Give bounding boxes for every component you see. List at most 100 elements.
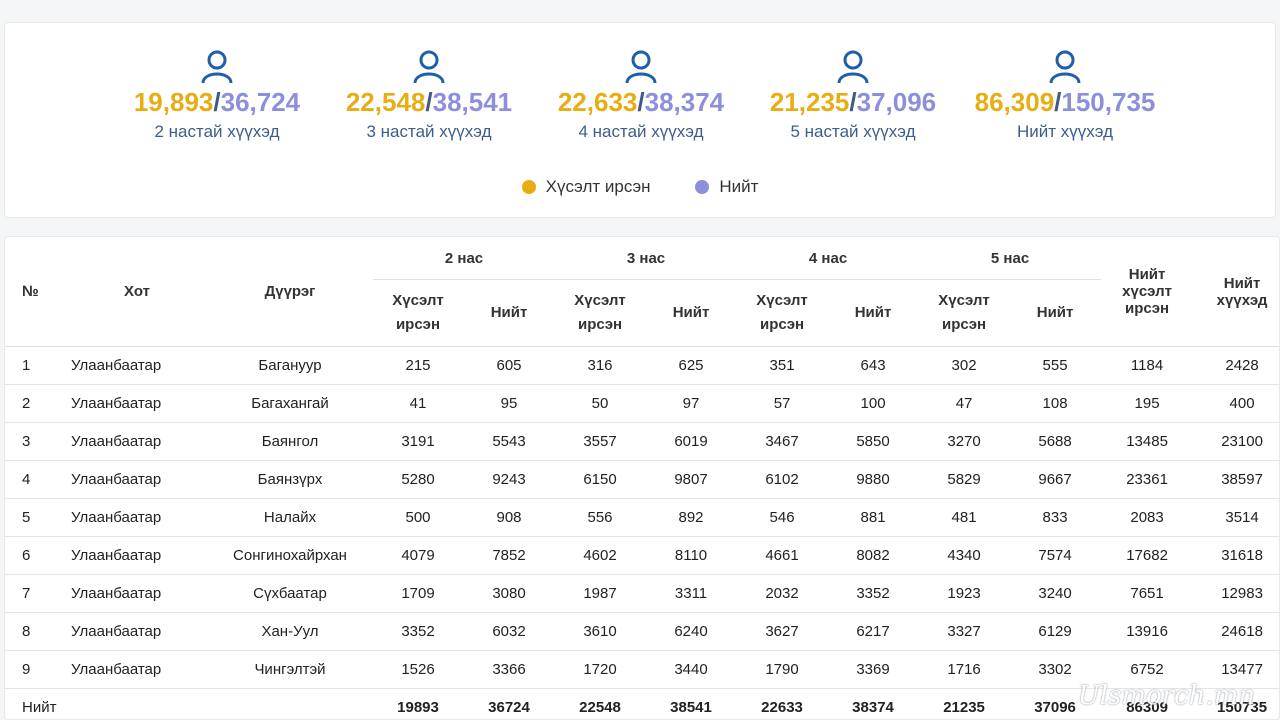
table-cell: Улаанбаатар [67, 536, 207, 575]
stat-requested: 86,309 [974, 87, 1055, 117]
footer-cell: 38541 [670, 699, 712, 716]
table-cell: 13485 [1101, 422, 1194, 461]
table-cell: Улаанбаатар [67, 422, 207, 461]
table-cell: 556 [555, 498, 646, 537]
legend-label: Хүсэлт ирсэн [545, 177, 651, 196]
table-cell: 3302 [1009, 650, 1102, 689]
legend-label: Нийт [719, 177, 759, 196]
table-cell: 2428 [1193, 346, 1279, 385]
stat-label: 4 настай хүүхэд [578, 122, 704, 141]
table-cell: 41 [373, 384, 463, 423]
header-total: Нийт [827, 279, 920, 347]
table-cell: 400 [1193, 384, 1279, 423]
header-district: Дүүрэг [207, 237, 373, 347]
table-cell: 23100 [1193, 422, 1279, 461]
table-cell: 108 [1009, 384, 1102, 423]
table-cell: 4340 [919, 536, 1010, 575]
table-cell: 8082 [827, 536, 920, 575]
table-cell: 1720 [555, 650, 646, 689]
table-cell: 6032 [463, 612, 556, 651]
table-cell: Багануур [207, 346, 373, 385]
table-cell: 3627 [737, 612, 828, 651]
user-icon [413, 50, 445, 84]
table-cell: 316 [555, 346, 646, 385]
table-cell: 3327 [919, 612, 1010, 651]
table-cell: 9807 [645, 460, 738, 499]
stat-label: 3 настай хүүхэд [366, 122, 492, 141]
table-cell: 3080 [463, 574, 556, 613]
table-cell: 5829 [919, 460, 1010, 499]
table-cell: 17682 [1101, 536, 1194, 575]
table-body: 1 Улаанбаатар Багануур 215 605 316 625 351 643 30… [5, 346, 1279, 689]
table-cell: 4079 [373, 536, 463, 575]
stat-total: 150,735 [1061, 87, 1156, 117]
table-cell: 6217 [827, 612, 920, 651]
legend-item-total[interactable]: Нийт [695, 177, 758, 197]
stat-numbers: 22,548/38,541 [319, 87, 539, 118]
header-total-children: Нийт хүүхэд [1193, 237, 1279, 347]
table-cell: 7 [5, 574, 67, 613]
table-cell: Багахангай [207, 384, 373, 423]
table-cell: 3352 [373, 612, 463, 651]
watermark: Ulsmorch.mn [1077, 681, 1255, 711]
table-cell: 3610 [555, 612, 646, 651]
table-cell: 9243 [463, 460, 556, 499]
table-cell: Налайх [207, 498, 373, 537]
district-table: № Хот Дүүрэг 2 нас 3 нас 4 нас 5 нас Ний… [5, 237, 1279, 719]
table-cell: Улаанбаатар [67, 574, 207, 613]
table-cell: Улаанбаатар [67, 384, 207, 423]
table-cell: 833 [1009, 498, 1102, 537]
footer-cell: 37096 [1034, 699, 1076, 716]
table-cell: Сонгинохайрхан [207, 536, 373, 575]
table-cell: 95 [463, 384, 556, 423]
footer-cell: 36724 [488, 699, 530, 716]
header-requested: Хүсэлт ирсэн [737, 279, 828, 347]
table-row: 1 Улаанбаатар Багануур 215 605 316 625 351 643 30… [5, 346, 1279, 385]
stat-2-years: 19,893/36,724 2 настай хүүхэд [107, 49, 327, 142]
header-group-5: 5 нас [919, 237, 1102, 280]
stat-numbers: 86,309/150,735 [955, 87, 1175, 118]
table-cell: 7852 [463, 536, 556, 575]
footer-cell: 150735 [1217, 699, 1268, 716]
header-total: Нийт [645, 279, 738, 347]
table-cell: 546 [737, 498, 828, 537]
table-cell: 13477 [1193, 650, 1279, 689]
table-cell: 195 [1101, 384, 1194, 423]
stat-requested: 22,548 [345, 87, 426, 117]
stat-label: 2 настай хүүхэд [154, 122, 280, 141]
stat-requested: 21,235 [769, 87, 850, 117]
header-group-2: 2 нас [373, 237, 556, 280]
user-icon [1049, 50, 1081, 84]
header-total: Нийт [1009, 279, 1102, 347]
table-cell: 1709 [373, 574, 463, 613]
table-cell: 6240 [645, 612, 738, 651]
table-cell: 481 [919, 498, 1010, 537]
stat-separator: / [637, 87, 645, 117]
table-row: 6 Улаанбаатар Сонгинохайрхан 4079 7852 4602 81… [5, 536, 1279, 575]
table-cell: Улаанбаатар [67, 650, 207, 689]
table-cell: 5 [5, 498, 67, 537]
table-cell: 8 [5, 612, 67, 651]
table-cell: 38597 [1193, 460, 1279, 499]
table-cell: Баянзүрх [207, 460, 373, 499]
table-cell: 24618 [1193, 612, 1279, 651]
header-requested: Хүсэлт ирсэн [555, 279, 646, 347]
table-cell: 2083 [1101, 498, 1194, 537]
table-cell: 7651 [1101, 574, 1194, 613]
table-cell: 892 [645, 498, 738, 537]
header-group-4: 4 нас [737, 237, 920, 280]
table-cell: 97 [645, 384, 738, 423]
legend-item-requested[interactable]: Хүсэлт ирсэн [521, 177, 651, 197]
table-row: 2 Улаанбаатар Багахангай 41 95 50 97 57 100 47 108… [5, 384, 1279, 423]
table-row: 3 Улаанбаатар Баянгол 3191 5543 3557 6019 3467 5… [5, 422, 1279, 461]
table-cell: 1987 [555, 574, 646, 613]
table-cell: Улаанбаатар [67, 346, 207, 385]
stat-4-years: 22,633/38,374 4 настай хүүхэд [531, 49, 751, 142]
table-cell: 23361 [1101, 460, 1194, 499]
stat-separator: / [1054, 87, 1062, 117]
table-cell: 908 [463, 498, 556, 537]
table-cell: 1184 [1101, 346, 1194, 385]
table-row: 8 Улаанбаатар Хан-Уул 3352 6032 3610 6240 3627 6… [5, 612, 1279, 651]
header-no: № [5, 237, 67, 347]
table-cell: 1923 [919, 574, 1010, 613]
